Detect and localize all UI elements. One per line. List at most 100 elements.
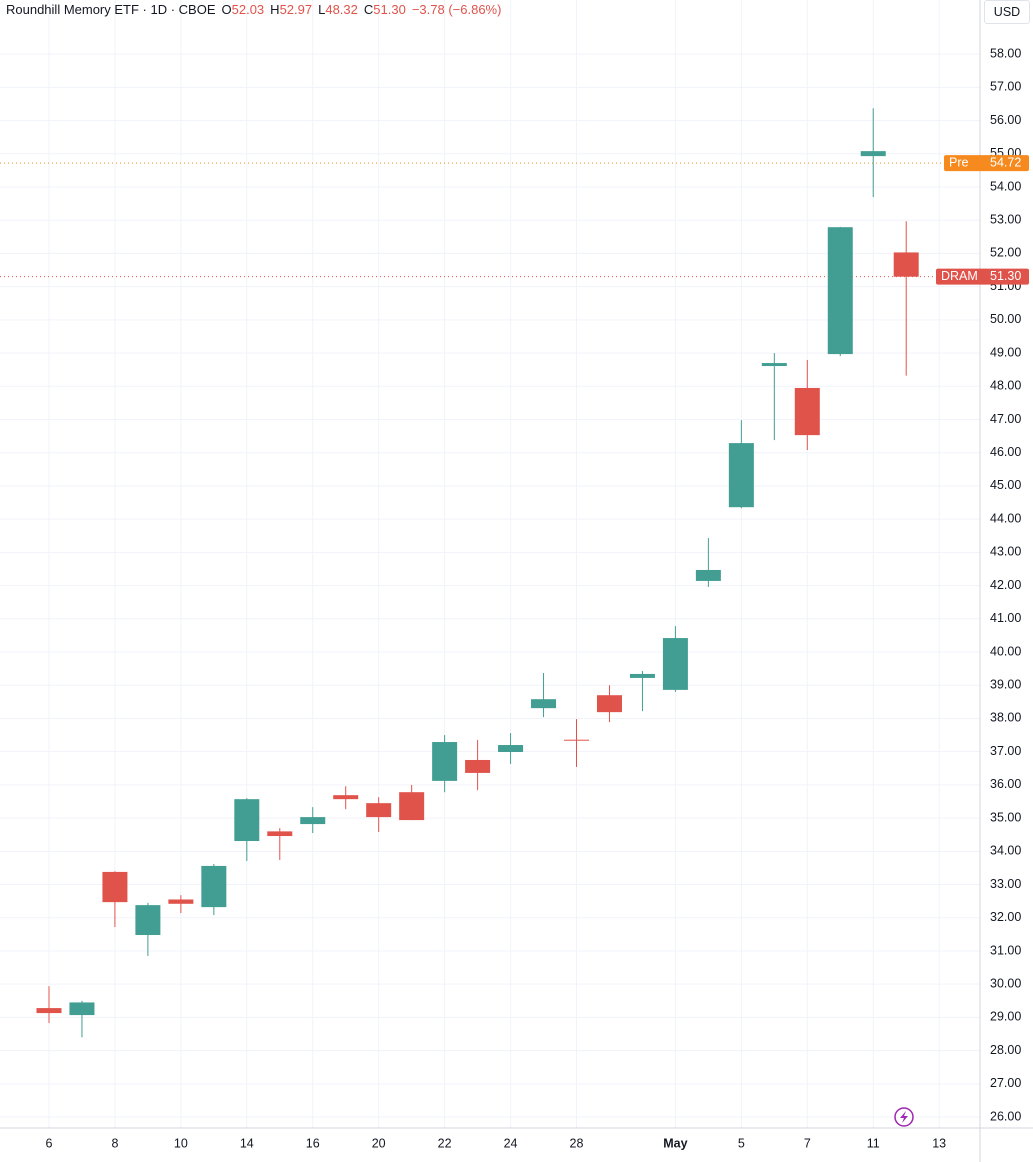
- price-label: DRAM 51.30: [936, 268, 1029, 285]
- candle-body: [629, 673, 655, 678]
- y-tick-label: 34.00: [990, 844, 1021, 858]
- ohlc-key: O: [221, 2, 232, 17]
- ohlc-key: H: [270, 2, 280, 17]
- x-tick-label: 13: [932, 1136, 946, 1150]
- candle: [333, 786, 359, 810]
- y-tick-label: 40.00: [990, 644, 1021, 658]
- ohlc-value: 52.03: [231, 2, 265, 17]
- candle: [102, 871, 128, 928]
- candle: [893, 221, 919, 376]
- y-tick-label: 38.00: [990, 711, 1021, 725]
- candle: [234, 798, 260, 861]
- price-label-box: [936, 268, 1029, 285]
- lightning-icon[interactable]: [894, 1107, 914, 1127]
- grid: [0, 0, 980, 1128]
- y-tick-label: 57.00: [990, 80, 1021, 94]
- y-tick-label: 56.00: [990, 113, 1021, 127]
- candle-body: [860, 151, 886, 157]
- candle-body: [893, 252, 919, 277]
- candle: [662, 626, 688, 692]
- candle-body: [432, 742, 458, 781]
- candle: [366, 797, 392, 833]
- ohlc-key: L: [318, 2, 326, 17]
- candle-body: [531, 699, 557, 709]
- price-label-box: [944, 155, 1029, 172]
- candle-body: [794, 387, 820, 436]
- x-tick-label: 10: [174, 1136, 188, 1150]
- price-label-value: 54.72: [990, 155, 1021, 169]
- candle: [36, 986, 62, 1024]
- y-tick-label: 42.00: [990, 578, 1021, 592]
- y-tick-label: 44.00: [990, 511, 1021, 525]
- ohlc-value: 48.32: [325, 2, 358, 17]
- candle: [498, 733, 524, 764]
- candle: [135, 902, 161, 956]
- ohlc-value: 51.30: [373, 2, 406, 17]
- candle-body: [201, 865, 227, 908]
- candle-body: [333, 795, 359, 800]
- x-tick-label: 6: [46, 1136, 53, 1150]
- legend-header: Roundhill Memory ETF · 1D · CBOE O52.03 H5…: [6, 2, 501, 17]
- candle: [399, 784, 425, 821]
- ohlc-key: C: [363, 2, 374, 17]
- candle-body: [366, 803, 392, 818]
- y-tick-label: 46.00: [990, 445, 1021, 459]
- price-label: Pre 54.72: [944, 155, 1029, 172]
- x-tick-label: 7: [804, 1136, 811, 1150]
- candle: [432, 735, 458, 793]
- candle-body: [662, 638, 688, 690]
- y-tick-label: 49.00: [990, 345, 1021, 359]
- y-tick-label: 52.00: [990, 246, 1021, 260]
- currency-button[interactable]: USD: [984, 0, 1030, 24]
- y-tick-label: 30.00: [990, 976, 1021, 990]
- price-label-value: 51.30: [990, 269, 1021, 283]
- candle: [827, 226, 853, 357]
- candle: [695, 538, 721, 587]
- candle-body: [300, 817, 326, 825]
- candle-body: [827, 227, 853, 355]
- candle: [596, 685, 622, 723]
- candle-body: [168, 899, 194, 904]
- candle-body: [36, 1008, 62, 1014]
- candle: [794, 360, 820, 451]
- candle: [465, 740, 491, 791]
- y-tick-label: 53.00: [990, 213, 1021, 227]
- x-tick-label: 5: [738, 1136, 745, 1150]
- y-tick-label: 45.00: [990, 478, 1021, 492]
- y-tick-label: 27.00: [990, 1076, 1021, 1090]
- candle-body: [728, 443, 754, 508]
- candle-body: [234, 799, 260, 842]
- y-tick-label: 47.00: [990, 412, 1021, 426]
- candle: [860, 108, 886, 197]
- candle: [168, 895, 194, 914]
- price-label-name: Pre: [949, 155, 969, 169]
- x-tick-label: 22: [438, 1136, 452, 1150]
- candle-body: [564, 739, 590, 741]
- candle: [201, 863, 227, 916]
- candle: [531, 672, 557, 718]
- candle-body: [399, 792, 425, 821]
- symbol-title: Roundhill Memory ETF · 1D · CBOE: [6, 2, 216, 17]
- candle-body: [102, 871, 128, 903]
- candle: [267, 828, 293, 860]
- y-tick-label: 54.00: [990, 179, 1021, 193]
- x-tick-label: 16: [306, 1136, 320, 1150]
- candle-body: [498, 745, 524, 752]
- price-label-name: DRAM: [941, 269, 978, 283]
- candle: [629, 670, 655, 712]
- candle-body: [695, 569, 721, 581]
- y-tick-label: 31.00: [990, 943, 1021, 957]
- y-tick-label: 36.00: [990, 777, 1021, 791]
- y-tick-label: 35.00: [990, 810, 1021, 824]
- y-tick-label: 48.00: [990, 379, 1021, 393]
- y-tick-label: 37.00: [990, 744, 1021, 758]
- candle: [728, 420, 754, 509]
- x-tick-label: 11: [867, 1136, 880, 1150]
- x-tick-label: May: [663, 1136, 687, 1150]
- ohlc-value: 52.97: [279, 2, 313, 17]
- y-tick-label: 39.00: [990, 678, 1021, 692]
- y-tick-label: 32.00: [990, 910, 1021, 924]
- candle-body: [465, 759, 491, 773]
